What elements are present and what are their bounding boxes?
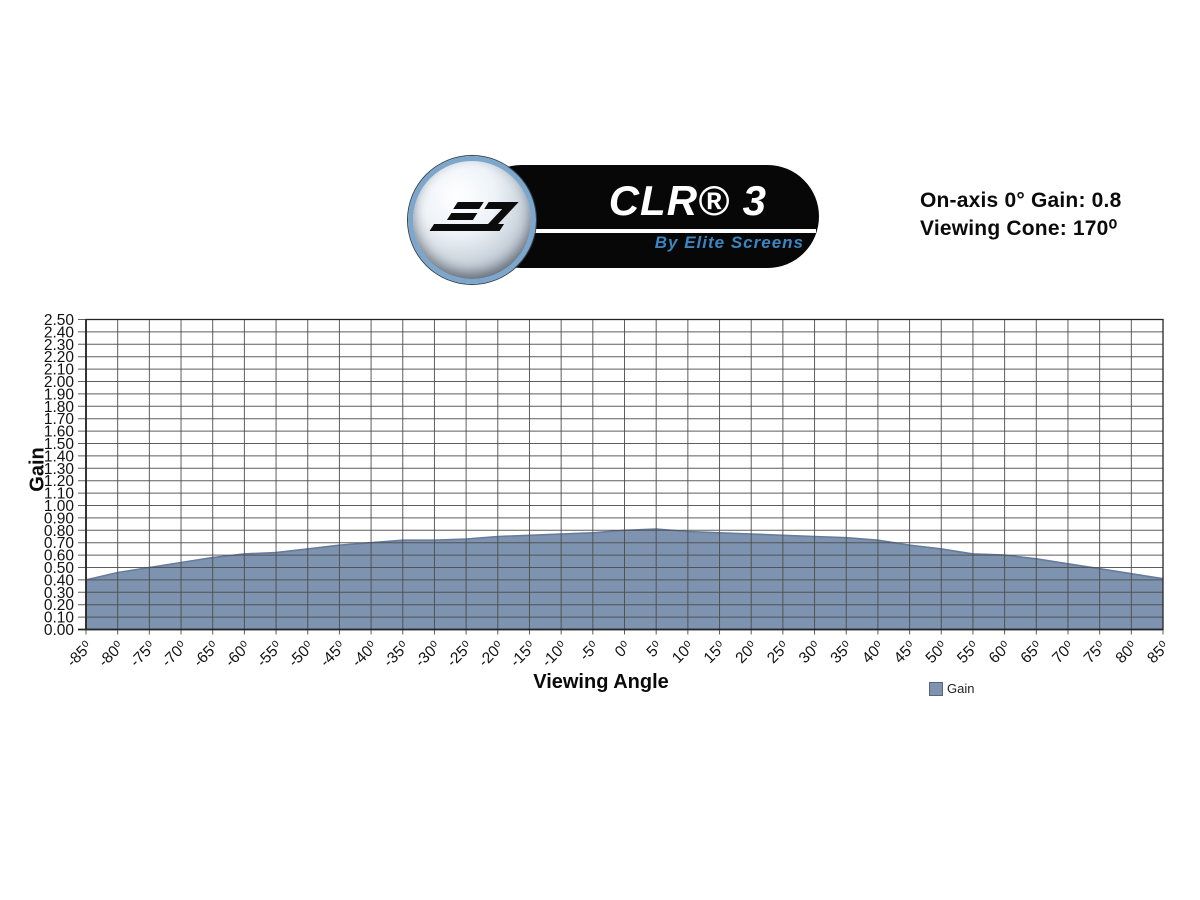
x-tick-label: -55⁰ — [254, 638, 286, 670]
x-tick-label: -40⁰ — [349, 638, 381, 670]
y-tick-label: 1.40 — [44, 448, 75, 465]
y-tick-label: 1.50 — [44, 436, 75, 453]
x-tick-label: 30⁰ — [796, 638, 825, 667]
x-tick-label: -70⁰ — [159, 638, 191, 670]
x-tick-label: 85⁰ — [1144, 638, 1173, 667]
elite-screens-emblem-icon — [408, 156, 536, 284]
x-tick-label: -15⁰ — [507, 638, 539, 670]
x-tick-label: 35⁰ — [827, 638, 856, 667]
y-axis-title: Gain — [26, 447, 49, 492]
x-tick-label: -80⁰ — [95, 638, 127, 670]
x-tick-label: -50⁰ — [285, 638, 317, 670]
x-tick-label: 55⁰ — [954, 638, 983, 667]
x-tick-label: -65⁰ — [190, 638, 222, 670]
x-tick-label: 60⁰ — [986, 638, 1015, 667]
x-tick-label: 0⁰ — [612, 638, 635, 661]
x-tick-label: -60⁰ — [222, 638, 254, 670]
y-tick-label: 1.90 — [44, 386, 75, 403]
y-tick-label: 2.00 — [44, 374, 75, 391]
brand-byline: By Elite Screens — [654, 233, 804, 252]
x-tick-label: 15⁰ — [701, 638, 730, 667]
chart-legend: Gain — [929, 681, 974, 696]
x-tick-label: 20⁰ — [732, 638, 761, 667]
y-tick-label: 0.20 — [44, 597, 75, 614]
y-tick-label: 0.70 — [44, 535, 75, 552]
y-tick-label: 2.40 — [44, 324, 75, 341]
x-tick-label: -35⁰ — [380, 638, 412, 670]
y-tick-label: 2.50 — [44, 312, 75, 329]
x-tick-label: -75⁰ — [127, 638, 159, 670]
y-tick-label: 2.20 — [44, 349, 75, 366]
y-tick-label: 1.20 — [44, 473, 75, 490]
y-tick-label: 1.10 — [44, 486, 75, 503]
legend-swatch-gain — [929, 681, 943, 696]
y-tick-label: 1.00 — [44, 498, 75, 515]
x-tick-label: 40⁰ — [859, 638, 888, 667]
spec-line-gain: On-axis 0° Gain: 0.8 — [920, 189, 1122, 212]
x-tick-label: 10⁰ — [669, 638, 698, 667]
x-tick-label: 70⁰ — [1049, 638, 1078, 667]
y-tick-label: 2.10 — [44, 362, 75, 379]
x-tick-label: 25⁰ — [764, 638, 793, 667]
x-tick-label: 65⁰ — [1018, 638, 1047, 667]
y-tick-label: 1.80 — [44, 399, 75, 416]
x-tick-label: -5⁰ — [576, 638, 602, 664]
x-tick-label: -85⁰ — [64, 638, 96, 670]
y-tick-label: 0.90 — [44, 510, 75, 527]
spec-header: On-axis 0° Gain: 0.8 Viewing Cone: 170⁰ — [920, 187, 1121, 243]
y-tick-label: 0.30 — [44, 585, 75, 602]
y-tick-label: 1.70 — [44, 411, 75, 428]
y-tick-label: 0.10 — [44, 610, 75, 627]
x-tick-label: 5⁰ — [644, 638, 667, 661]
legend-label-gain: Gain — [947, 681, 975, 696]
spec-line-viewing-cone: Viewing Cone: 170⁰ — [920, 217, 1118, 240]
x-tick-label: -10⁰ — [539, 638, 571, 670]
y-tick-label: 1.30 — [44, 461, 75, 478]
x-tick-label: 80⁰ — [1113, 638, 1142, 667]
es-glyph-icon — [429, 202, 519, 231]
y-tick-label: 0.50 — [44, 560, 75, 577]
y-tick-label: 0.40 — [44, 572, 75, 589]
x-tick-label: 45⁰ — [891, 638, 920, 667]
x-tick-label: -20⁰ — [475, 638, 507, 670]
y-tick-label: 0.00 — [44, 622, 75, 639]
y-tick-label: 0.80 — [44, 523, 75, 540]
y-tick-label: 1.60 — [44, 424, 75, 441]
x-axis-title: Viewing Angle — [533, 671, 669, 693]
y-tick-label: 0.60 — [44, 548, 75, 565]
x-tick-label: 50⁰ — [923, 638, 952, 667]
x-tick-label: 75⁰ — [1081, 638, 1110, 667]
y-tick-label: 2.30 — [44, 337, 75, 354]
x-tick-label: -30⁰ — [412, 638, 444, 670]
logo-divider-line — [530, 229, 816, 233]
product-name: CLR® 3 — [608, 177, 767, 224]
x-tick-label: -25⁰ — [444, 638, 476, 670]
x-tick-label: -45⁰ — [317, 638, 349, 670]
